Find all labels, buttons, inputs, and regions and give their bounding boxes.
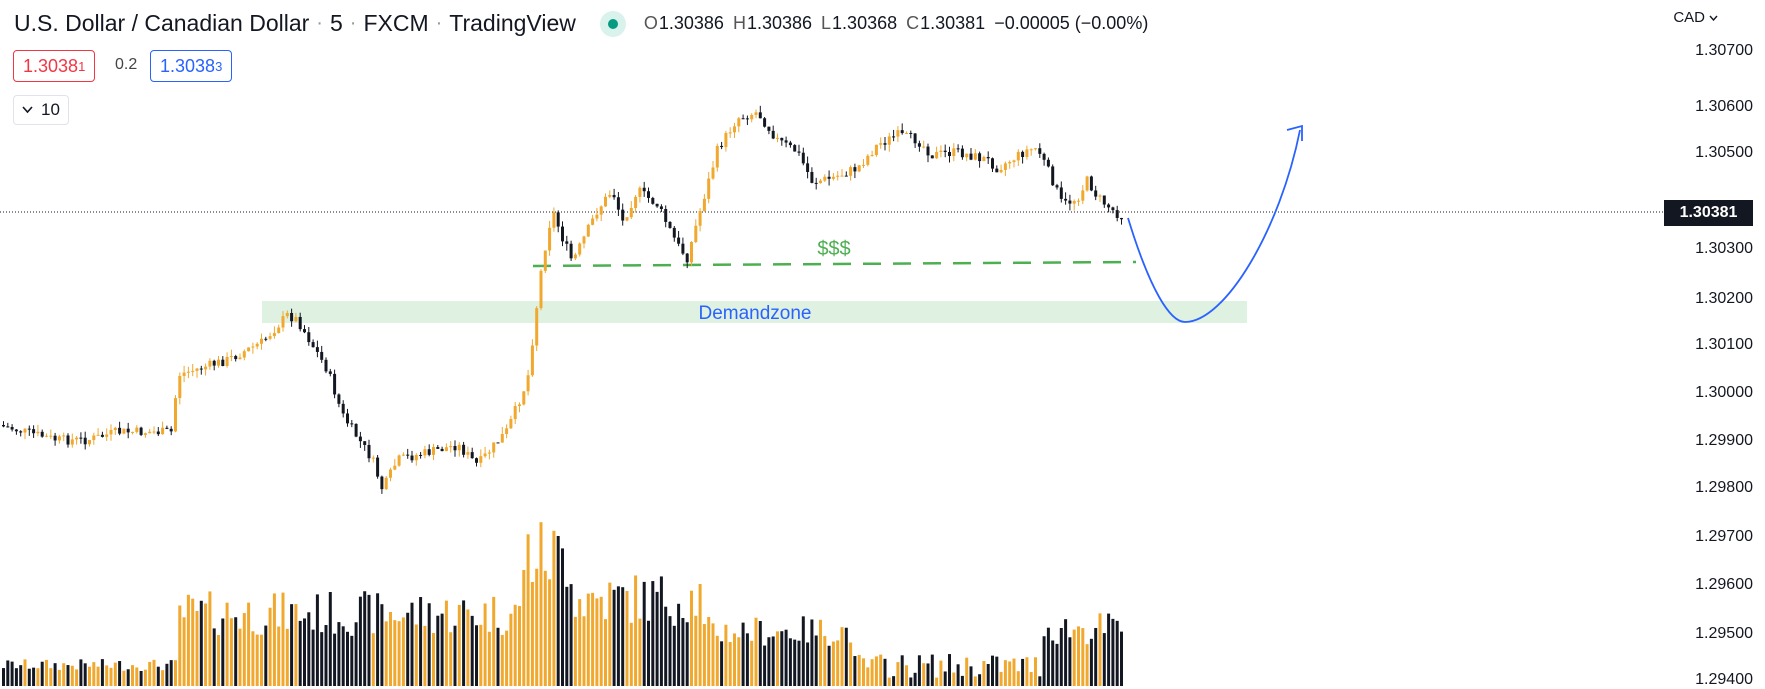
spread-value: 0.2: [115, 56, 138, 73]
price-axis-label: 1.30300: [1695, 240, 1753, 257]
low-value: 1.30368: [832, 13, 898, 33]
interval-label[interactable]: 5: [329, 10, 343, 36]
price-axis-label: 1.30500: [1695, 144, 1753, 161]
candles: [2, 105, 1123, 494]
demand-zone-label: Demandzone: [698, 303, 811, 324]
chart-header: U.S. Dollar / Canadian Dollar · 5 · FXCM…: [14, 10, 1148, 37]
symbol-title[interactable]: U.S. Dollar / Canadian Dollar: [14, 10, 310, 36]
current-price-tag: 1.30381: [1664, 200, 1753, 226]
volume-bars: [2, 522, 1123, 686]
source-label: TradingView: [449, 10, 576, 36]
separator-dot: ·: [349, 12, 357, 34]
change-value: −0.00005 (−0.00%): [994, 13, 1149, 33]
price-axis-label: 1.30100: [1695, 336, 1753, 353]
price-axis-label: 1.29800: [1695, 479, 1753, 496]
demand-zone: [262, 301, 1247, 323]
price-axis-label: 1.30200: [1695, 290, 1753, 307]
market-open-status-icon[interactable]: [599, 10, 626, 37]
chevron-down-icon: [1709, 15, 1718, 21]
price-axis-label: 1.30700: [1695, 42, 1753, 59]
separator-dot: ·: [316, 12, 323, 34]
ohlc-values: O1.30386 H1.30386 L1.30368 C1.30381 −0.0…: [643, 13, 1149, 33]
liquidity-label: $$$: [817, 238, 850, 260]
open-value: 1.30386: [658, 13, 724, 33]
close-value: 1.30381: [920, 13, 986, 33]
high-value: 1.30386: [746, 13, 813, 33]
sell-button[interactable]: 1.3038 1: [13, 50, 96, 82]
chevron-down-icon: [22, 106, 33, 114]
exchange-label: FXCM: [363, 10, 429, 36]
price-axis-label: 1.29600: [1695, 576, 1753, 593]
currency-selector[interactable]: CAD: [1673, 9, 1718, 26]
quantity-dropdown[interactable]: 10: [13, 95, 69, 125]
separator-dot: ·: [435, 12, 443, 34]
price-axis-label: 1.29700: [1695, 528, 1753, 545]
buy-button[interactable]: 1.3038 3: [150, 50, 233, 82]
liquidity-line: [532, 260, 1137, 268]
price-axis-label: 1.29400: [1695, 671, 1753, 688]
projection-arrow: [1127, 129, 1301, 323]
price-axis-label: 1.30000: [1695, 384, 1753, 401]
price-axis-label: 1.29900: [1695, 432, 1753, 449]
price-axis-label: 1.29500: [1695, 625, 1753, 642]
projection-arrow-head: [1286, 124, 1303, 141]
price-axis-label: 1.30600: [1695, 98, 1753, 115]
